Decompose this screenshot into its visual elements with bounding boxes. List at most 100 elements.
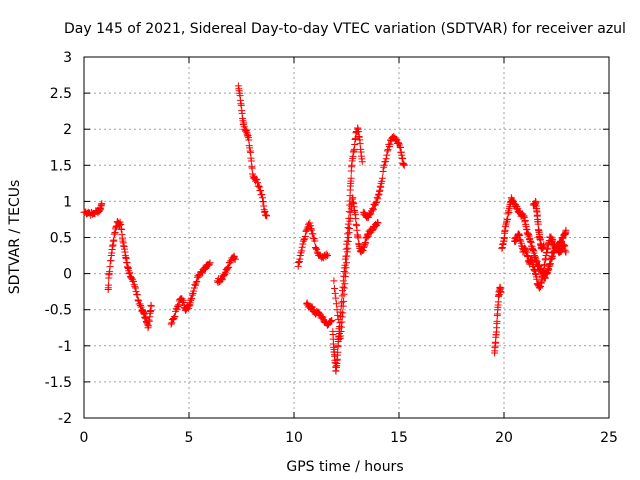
data-point (115, 221, 123, 229)
data-point (369, 205, 377, 213)
data-point (327, 317, 335, 325)
data-point (198, 269, 206, 277)
data-point (135, 297, 143, 305)
data-point (300, 236, 308, 244)
data-point (383, 151, 391, 159)
data-point (190, 287, 198, 295)
data-point (301, 233, 309, 241)
data-point (144, 322, 152, 330)
data-point (217, 276, 225, 284)
data-point (178, 295, 186, 303)
data-point (323, 250, 331, 258)
y-tick-label: 0 (63, 267, 72, 283)
data-point (330, 277, 338, 285)
data-point (373, 219, 381, 227)
data-point (562, 226, 570, 234)
x-tick-label: 20 (495, 430, 513, 446)
x-axis-label: GPS time / hours (286, 459, 403, 475)
data-point (374, 195, 382, 203)
data-point (218, 275, 226, 283)
data-point (173, 302, 181, 310)
data-point (384, 146, 392, 154)
data-point (105, 281, 113, 289)
data-point (331, 289, 339, 297)
data-point (332, 300, 340, 308)
data-point (358, 158, 366, 166)
data-point (231, 255, 239, 263)
data-point (334, 311, 342, 319)
chart-title: Day 145 of 2021, Sidereal Day-to-day VTE… (64, 21, 626, 37)
data-point (340, 297, 348, 305)
data-point (359, 247, 367, 255)
axis-ticks: 0 5 10 15 20 25 -2 -1.5 -1 -0.5 0 0.5 1 1.5 2 2.5 3 (45, 50, 618, 446)
data-point (309, 230, 317, 238)
y-tick-label: -0.5 (45, 303, 72, 319)
data-point (220, 272, 228, 280)
data-point (131, 284, 139, 292)
data-point (382, 158, 390, 166)
data-point (540, 241, 548, 249)
data-point (171, 312, 179, 320)
data-point (257, 187, 265, 195)
data-point (131, 283, 139, 291)
data-point (253, 175, 261, 183)
data-point (334, 315, 342, 323)
data-point (308, 226, 316, 234)
data-point (378, 177, 386, 185)
data-point (255, 183, 263, 191)
data-point (378, 174, 386, 182)
data-point (343, 259, 350, 267)
y-tick-label: 1.5 (50, 158, 72, 174)
data-point (333, 306, 341, 314)
x-tick-label: 0 (80, 430, 89, 446)
data-point (110, 236, 118, 244)
data-point (225, 263, 233, 271)
data-point (347, 174, 355, 182)
data-point (134, 296, 142, 304)
data-point (340, 290, 348, 298)
data-point (562, 248, 570, 256)
x-tick-label: 25 (600, 430, 618, 446)
data-point (328, 317, 336, 325)
data-point (374, 219, 382, 227)
data-point (206, 259, 214, 267)
data-point (312, 244, 320, 252)
data-point (369, 206, 377, 214)
y-tick-label: -1.5 (45, 375, 72, 391)
data-point (298, 247, 306, 255)
data-points (80, 82, 570, 375)
data-point (367, 210, 375, 218)
data-point (126, 269, 134, 277)
data-point (193, 278, 201, 286)
x-tick-label: 10 (285, 430, 303, 446)
y-tick-label: -1 (58, 339, 72, 355)
data-point (298, 243, 306, 251)
x-tick-label: 5 (185, 430, 194, 446)
y-tick-label: 3 (63, 50, 72, 66)
data-point (379, 167, 387, 175)
y-tick-label: 0.5 (50, 231, 72, 247)
data-point (147, 302, 155, 310)
data-point (311, 237, 319, 245)
data-point (324, 252, 332, 260)
data-point (175, 301, 183, 309)
data-point (354, 234, 362, 242)
data-point (255, 182, 263, 190)
x-tick-label: 15 (390, 430, 408, 446)
data-point (374, 191, 382, 199)
data-point (382, 155, 390, 163)
data-point (205, 260, 213, 268)
data-point (306, 222, 314, 230)
data-point (168, 319, 176, 327)
data-point (332, 294, 340, 302)
data-point (497, 288, 505, 296)
data-point (130, 277, 138, 285)
data-point (341, 280, 349, 288)
y-tick-label: 2.5 (50, 86, 72, 102)
data-point (130, 281, 138, 289)
data-point (368, 226, 376, 234)
data-point (322, 253, 330, 261)
data-point (167, 320, 175, 328)
